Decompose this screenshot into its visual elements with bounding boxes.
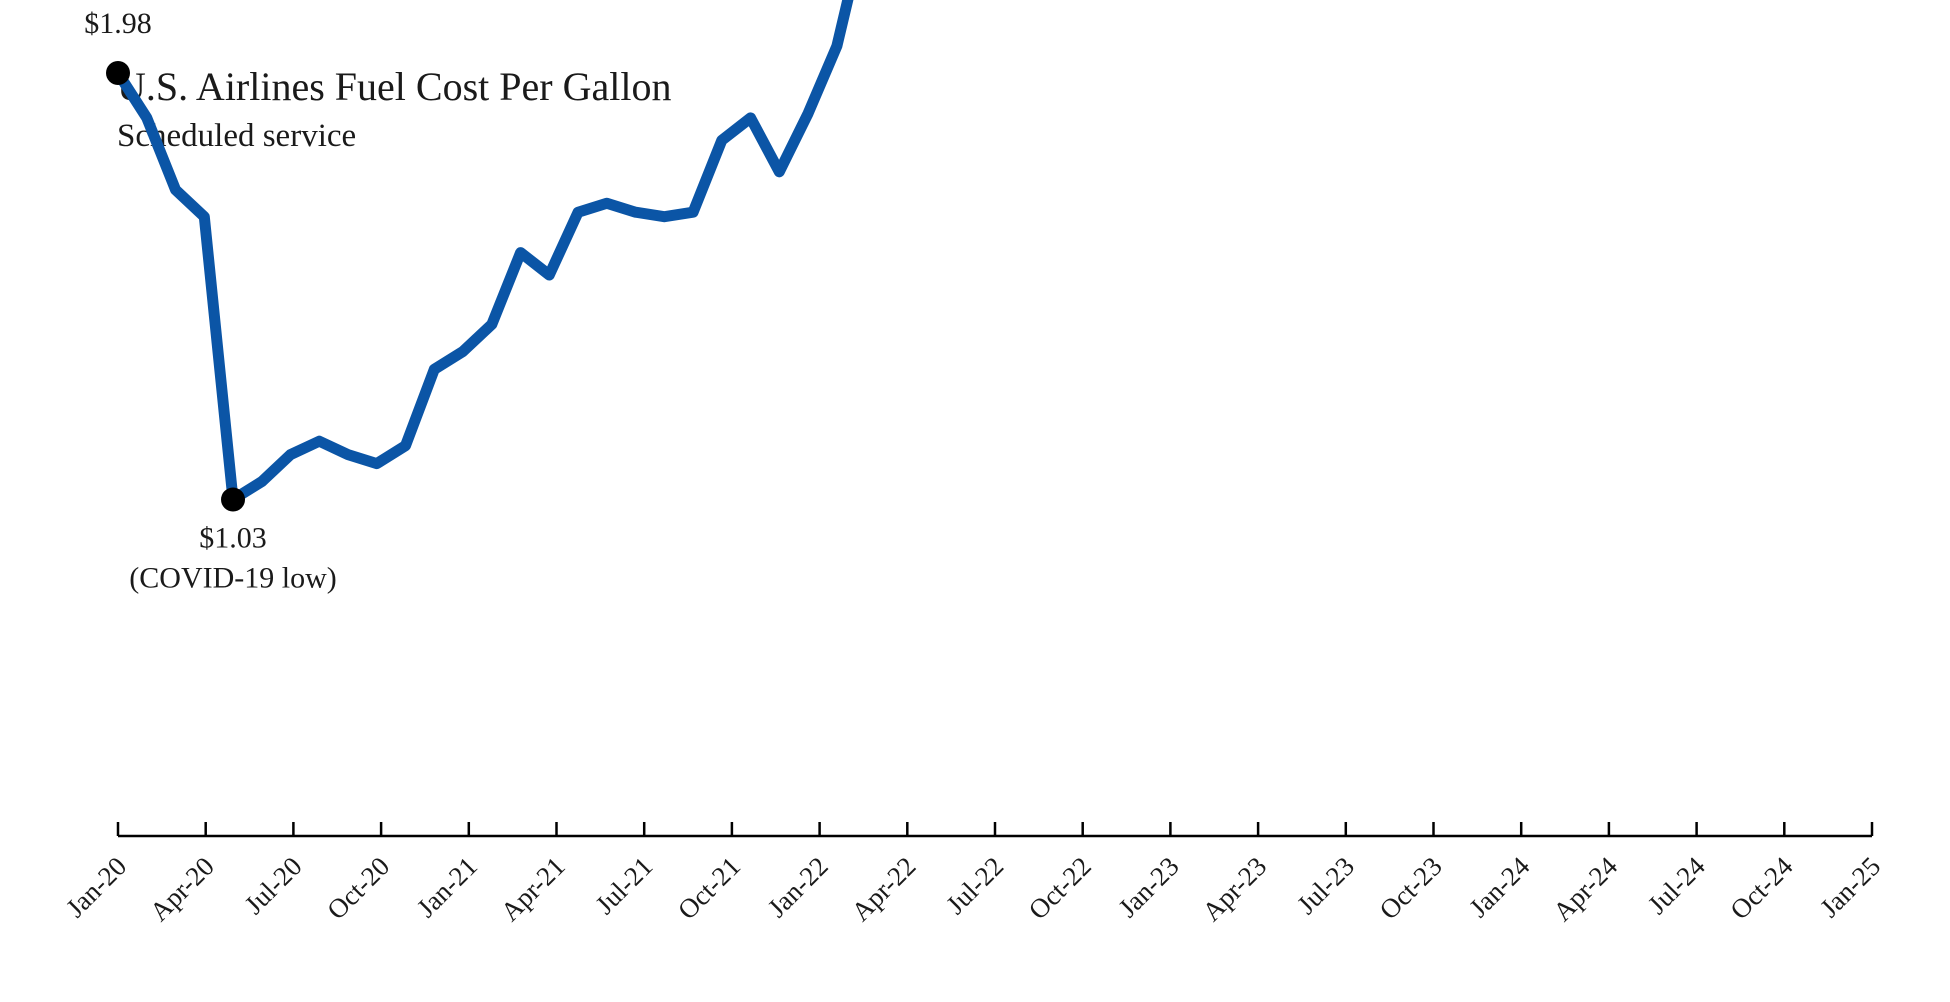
x-tick-label: Apr-21 (495, 851, 571, 927)
data-point (146, 117, 148, 119)
x-tick-label: Jan-25 (1814, 851, 1886, 923)
x-tick-label: Jan-24 (1463, 851, 1535, 923)
annotation-layer: $1.98$1.03(COVID-19 low)$2.70$2.42 (84, 7, 337, 595)
data-point (520, 252, 522, 254)
data-point (433, 368, 435, 370)
x-tick-label: Apr-20 (144, 851, 220, 927)
data-point (692, 211, 694, 213)
data-point (606, 202, 608, 204)
x-tick-label: Jul-20 (239, 851, 308, 920)
x-tick-label: Oct-20 (321, 851, 395, 925)
data-point (347, 454, 349, 456)
x-tick-label: Oct-22 (1023, 851, 1097, 925)
series-layer (112, 0, 854, 505)
x-tick-label: Jul-23 (1291, 851, 1360, 920)
annotation-marker (221, 487, 246, 512)
data-point (318, 440, 320, 442)
data-point (405, 445, 407, 447)
data-point (290, 454, 292, 456)
x-tick-label: Oct-21 (672, 851, 746, 925)
data-point (807, 112, 809, 114)
data-point (548, 274, 550, 276)
chart-title: U.S. Airlines Fuel Cost Per Gallon (117, 64, 671, 109)
x-tick-label: Apr-23 (1196, 851, 1272, 927)
data-point (721, 139, 723, 141)
data-point (778, 171, 780, 173)
annotation-label: $1.03 (199, 522, 267, 555)
data-point (750, 117, 752, 119)
x-tick-label: Jan-23 (1113, 851, 1185, 923)
data-point (635, 211, 637, 213)
data-point (491, 323, 493, 325)
x-axis: Jan-20 Apr-20 Jul-20 Oct-20 Jan-21 Apr-21 Jul-… (60, 822, 1886, 927)
annotation-label: $1.98 (84, 7, 152, 40)
x-tick-label: Oct-23 (1374, 851, 1448, 925)
annotation-marker (106, 60, 130, 85)
data-point (663, 216, 665, 218)
x-tick-label: Jul-22 (940, 851, 1009, 920)
data-point (836, 45, 838, 47)
annotation-sublabel: (COVID-19 low) (129, 562, 336, 595)
x-tick-label: Oct-24 (1724, 851, 1799, 926)
data-point (376, 463, 378, 465)
x-tick-label: Apr-22 (846, 851, 922, 927)
x-tick-label: Jan-21 (411, 851, 483, 923)
series-line (112, 0, 854, 505)
data-point (577, 211, 579, 213)
data-point (462, 350, 464, 352)
x-tick-label: Jan-20 (60, 851, 132, 923)
data-point (261, 481, 263, 483)
data-point (203, 216, 205, 218)
data-point (175, 189, 177, 191)
x-tick-label: Jan-22 (762, 851, 834, 923)
x-tick-label: Jul-24 (1642, 851, 1711, 920)
x-tick-label: Jul-21 (589, 851, 658, 920)
x-tick-label: Apr-24 (1547, 851, 1623, 927)
